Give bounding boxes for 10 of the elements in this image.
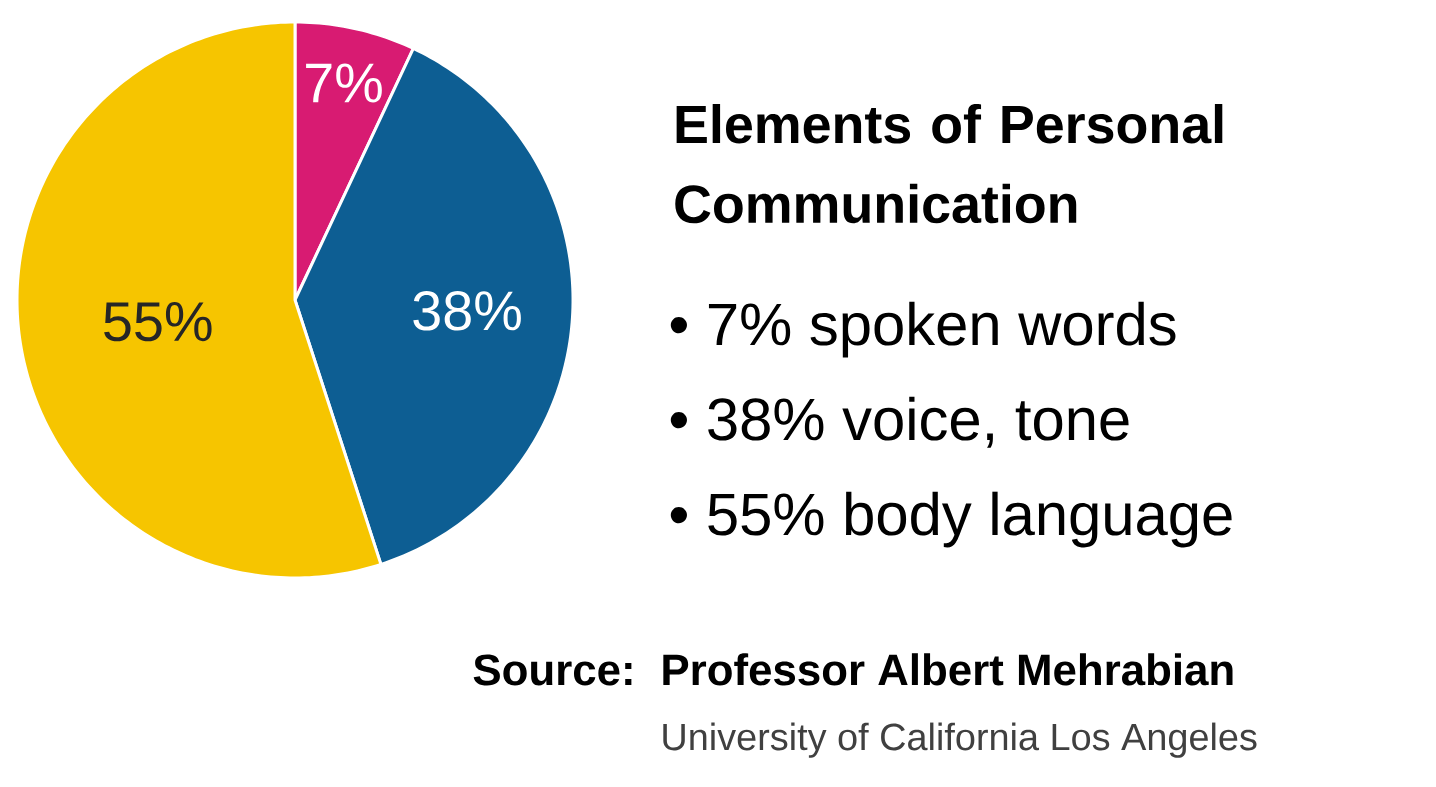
text: University of California Los Angeles: [663, 722, 1257, 758]
data-label: 38%: [413, 291, 521, 331]
data-label: 55%: [104, 302, 212, 342]
data-label: 7%: [306, 63, 382, 103]
text: • 7% spoken words: [670, 301, 1176, 358]
text: Elements of Personal Communication: [675, 104, 1223, 224]
text: • 55% body language: [670, 491, 1232, 548]
text: Professor Albert Mehrabian: [663, 653, 1233, 686]
source-note: Source:: [473, 654, 632, 686]
text: • 38% voice, tone: [670, 396, 1129, 448]
